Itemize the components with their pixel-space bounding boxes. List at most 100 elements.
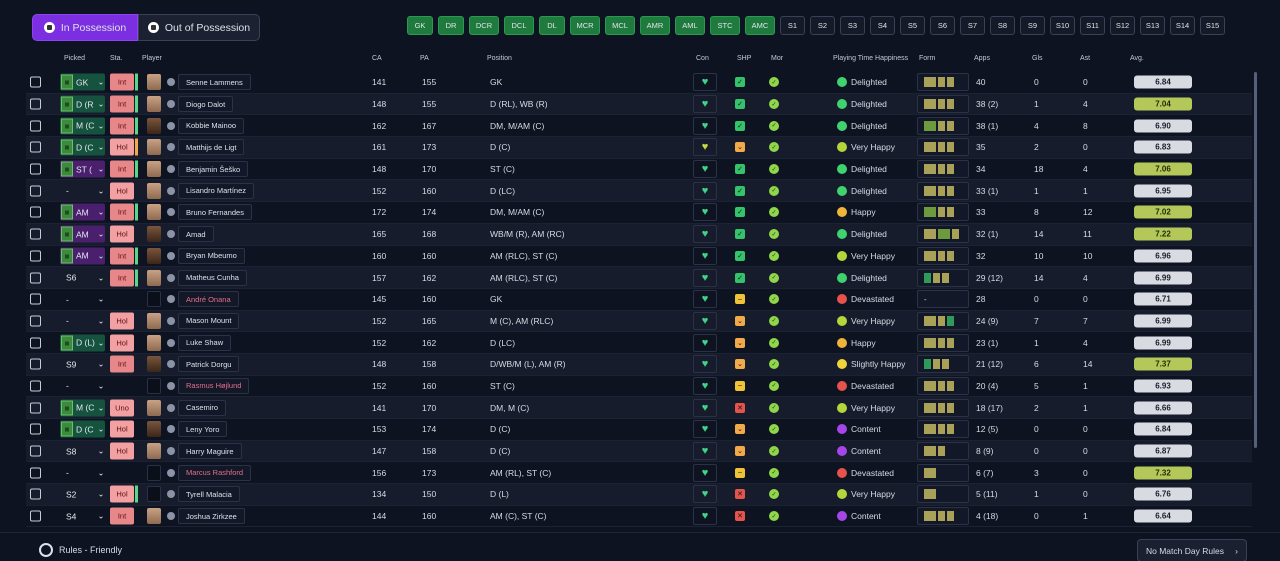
- row-checkbox[interactable]: [30, 337, 41, 349]
- player-name[interactable]: Matheus Cunha: [178, 269, 247, 286]
- status-badge[interactable]: Int: [110, 160, 134, 178]
- header-ast[interactable]: Ast: [1080, 55, 1091, 62]
- player-name[interactable]: Joshua Zirkzee: [178, 508, 245, 525]
- row-checkbox[interactable]: [30, 402, 41, 414]
- table-row[interactable]: D (C ⌄ Hol Leny Yoro 153 174 D (C) ♥ ⌄ ✓ Content 12…: [26, 419, 1252, 441]
- row-checkbox[interactable]: [30, 163, 41, 175]
- tab-in-possession[interactable]: In Possession: [32, 14, 138, 41]
- table-row[interactable]: D (C ⌄ Hol Matthijs de Ligt 161 173 D (C) ♥ ⌄ ✓ Ve…: [26, 137, 1252, 159]
- table-row[interactable]: AM ⌄ Int Bryan Mbeumo 160 160 AM (RLC), ST (C)…: [26, 246, 1252, 268]
- picked-dropdown[interactable]: S4 ⌄: [60, 508, 105, 525]
- player-name[interactable]: Matthijs de Ligt: [178, 139, 245, 156]
- picked-dropdown[interactable]: GK ⌄: [60, 73, 105, 91]
- header-player[interactable]: Player: [142, 55, 162, 62]
- row-checkbox[interactable]: [30, 185, 41, 197]
- player-name[interactable]: Kobbie Mainoo: [178, 117, 245, 134]
- picked-dropdown[interactable]: AM ⌄: [60, 225, 105, 243]
- header-apps[interactable]: Apps: [974, 55, 990, 62]
- form-indicator[interactable]: [917, 376, 969, 395]
- picked-dropdown[interactable]: M (C ⌄: [60, 399, 105, 417]
- slot-button-s12[interactable]: S12: [1110, 16, 1135, 35]
- status-badge[interactable]: Int: [110, 355, 134, 373]
- slot-button-s1[interactable]: S1: [780, 16, 805, 35]
- header-con[interactable]: Con: [696, 55, 709, 62]
- form-indicator[interactable]: [917, 507, 969, 526]
- table-row[interactable]: - ⌄ Marcus Rashford 156 173 AM (RL), ST (C) ♥ –…: [26, 462, 1252, 485]
- row-checkbox[interactable]: [30, 510, 41, 522]
- position-button-dr[interactable]: DR: [438, 16, 464, 35]
- slot-button-s10[interactable]: S10: [1050, 16, 1075, 35]
- status-badge[interactable]: Hol: [110, 312, 134, 330]
- form-indicator[interactable]: -: [917, 290, 969, 309]
- table-row[interactable]: S8 ⌄ Hol Harry Maguire 147 158 D (C) ♥ ⌄ ✓ Content…: [26, 440, 1252, 463]
- header-position[interactable]: Position: [487, 55, 512, 62]
- status-badge[interactable]: Hol: [110, 420, 134, 438]
- row-checkbox[interactable]: [30, 380, 41, 392]
- form-indicator[interactable]: [917, 73, 969, 92]
- picked-dropdown[interactable]: D (R ⌄: [60, 95, 105, 113]
- row-checkbox[interactable]: [30, 488, 41, 500]
- picked-dropdown[interactable]: - ⌄: [60, 464, 105, 481]
- match-day-rules-button[interactable]: No Match Day Rules ›: [1137, 539, 1247, 561]
- form-indicator[interactable]: [917, 95, 969, 114]
- form-indicator[interactable]: [917, 355, 969, 374]
- table-row[interactable]: ST (⌄ Int Benjamin Šeško 148 170 ST (C) ♥ ✓ ✓ Del…: [26, 159, 1252, 181]
- header-shp[interactable]: SHP: [737, 55, 752, 62]
- table-row[interactable]: M (C ⌄ Int Kobbie Mainoo 162 167 DM, M/AM (C) ♥…: [26, 115, 1252, 138]
- form-indicator[interactable]: [917, 333, 969, 352]
- table-row[interactable]: S9 ⌄ Int Patrick Dorgu 148 158 D/WB/M (L), AM …: [26, 353, 1252, 376]
- header-pa[interactable]: PA: [420, 55, 429, 62]
- form-indicator[interactable]: [917, 398, 969, 417]
- player-name[interactable]: Mason Mount: [178, 312, 240, 329]
- tab-out-of-possession[interactable]: Out of Possession: [138, 14, 260, 41]
- picked-dropdown[interactable]: ST (⌄: [60, 160, 105, 178]
- row-checkbox[interactable]: [30, 120, 41, 132]
- slot-button-s6[interactable]: S6: [930, 16, 955, 35]
- form-indicator[interactable]: [917, 246, 969, 265]
- status-badge[interactable]: Int: [110, 247, 134, 265]
- player-name[interactable]: Tyrell Malacia: [178, 486, 240, 503]
- form-indicator[interactable]: [917, 181, 969, 200]
- slot-button-s11[interactable]: S11: [1080, 16, 1105, 35]
- picked-dropdown[interactable]: S2 ⌄: [60, 486, 105, 503]
- player-name[interactable]: Rasmus Højlund: [178, 377, 250, 394]
- player-name[interactable]: Marcus Rashford: [178, 464, 252, 481]
- table-row[interactable]: AM ⌄ Hol Amad 165 168 WB/M (R), AM (RC) ♥ ✓ ✓ Deli…: [26, 223, 1252, 246]
- position-button-mcr[interactable]: MCR: [570, 16, 600, 35]
- table-row[interactable]: - ⌄ Hol Lisandro Martínez 152 160 D (LC) ♥ ✓ ✓ Del…: [26, 180, 1252, 203]
- table-row[interactable]: S4 ⌄ Int Joshua Zirkzee 144 160 AM (C), ST (C)…: [26, 506, 1252, 528]
- header-sta[interactable]: Sta.: [110, 55, 123, 62]
- form-indicator[interactable]: [917, 116, 969, 135]
- slot-button-s15[interactable]: S15: [1200, 16, 1225, 35]
- row-checkbox[interactable]: [30, 228, 41, 240]
- picked-dropdown[interactable]: AM ⌄: [60, 247, 105, 265]
- table-row[interactable]: - ⌄ Hol Mason Mount 152 165 M (C), AM (RLC) ♥ ⌄ ✓…: [26, 310, 1252, 333]
- status-badge[interactable]: Int: [110, 117, 134, 135]
- row-checkbox[interactable]: [30, 293, 41, 305]
- position-button-gk[interactable]: GK: [407, 16, 433, 35]
- table-row[interactable]: S2 ⌄ Hol Tyrell Malacia 134 150 D (L) ♥ ✕ ✓ Very H…: [26, 484, 1252, 506]
- slot-button-s4[interactable]: S4: [870, 16, 895, 35]
- picked-dropdown[interactable]: - ⌄: [60, 377, 105, 394]
- row-checkbox[interactable]: [30, 358, 41, 370]
- table-row[interactable]: AM ⌄ Int Bruno Fernandes 172 174 DM, M/AM (C) ♥…: [26, 202, 1252, 224]
- form-indicator[interactable]: [917, 485, 969, 504]
- status-badge[interactable]: Hol: [110, 138, 134, 156]
- position-button-aml[interactable]: AML: [675, 16, 705, 35]
- player-name[interactable]: Bryan Mbeumo: [178, 247, 245, 264]
- position-button-mcl[interactable]: MCL: [605, 16, 635, 35]
- form-indicator[interactable]: [917, 203, 969, 222]
- picked-dropdown[interactable]: M (C ⌄: [60, 117, 105, 135]
- player-name[interactable]: Patrick Dorgu: [178, 356, 240, 373]
- slot-button-s13[interactable]: S13: [1140, 16, 1165, 35]
- form-indicator[interactable]: [917, 225, 969, 244]
- picked-dropdown[interactable]: S8 ⌄: [60, 443, 105, 460]
- form-indicator[interactable]: [917, 160, 969, 179]
- form-indicator[interactable]: [917, 268, 969, 287]
- slot-button-s14[interactable]: S14: [1170, 16, 1195, 35]
- position-button-amr[interactable]: AMR: [640, 16, 670, 35]
- table-row[interactable]: GK ⌄ Int Senne Lammens 141 155 GK ♥ ✓ ✓ Delighted 4…: [26, 72, 1252, 94]
- row-checkbox[interactable]: [30, 141, 41, 153]
- player-name[interactable]: Harry Maguire: [178, 443, 242, 460]
- position-button-dcl[interactable]: DCL: [504, 16, 534, 35]
